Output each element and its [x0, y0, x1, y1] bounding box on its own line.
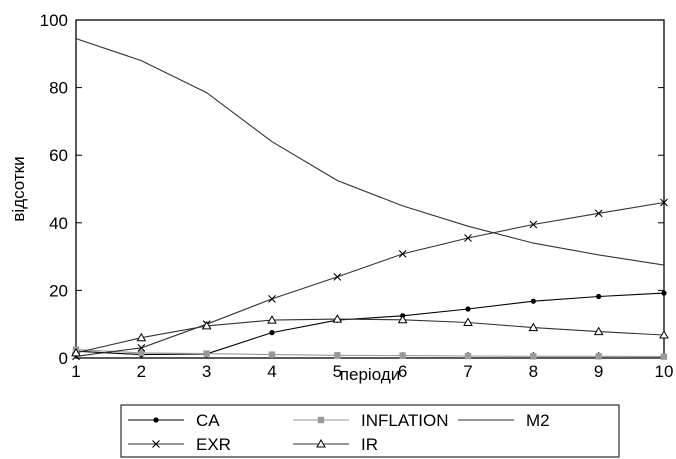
x-tick-label: 4	[267, 362, 276, 381]
data-point-inflation	[203, 350, 210, 357]
data-point-ir	[71, 347, 81, 357]
data-point-ca	[269, 330, 275, 336]
data-point-inflation	[660, 353, 668, 360]
x-tick-label: 9	[594, 362, 603, 381]
data-point-exr	[660, 198, 668, 207]
data-point-ir	[201, 320, 212, 330]
data-point-exr	[594, 209, 603, 218]
data-point-inflation	[464, 352, 472, 360]
series-lines	[75, 38, 665, 358]
y-tick-label: 20	[49, 281, 68, 300]
x-tick-label: 2	[137, 362, 146, 381]
data-point-exr	[333, 272, 342, 281]
series-line-ca	[75, 292, 665, 356]
legend-marker-ir	[316, 438, 326, 448]
y-tick-label: 40	[49, 214, 68, 233]
legend-label-m2: M2	[526, 411, 550, 430]
data-point-inflation	[595, 353, 602, 360]
data-point-ir	[659, 330, 669, 339]
y-tick-label: 100	[40, 11, 68, 30]
data-point-ir	[397, 314, 408, 324]
axis-ticks: 0 20 40 60 80 100 1 2 3 4 5 6 7 8 9 10	[40, 11, 674, 381]
data-point-ir	[528, 322, 539, 332]
series-markers	[71, 198, 669, 361]
data-point-inflation	[334, 352, 341, 359]
y-tick-label: 60	[49, 146, 68, 165]
x-tick-label: 3	[202, 362, 211, 381]
data-point-inflation	[138, 349, 145, 357]
data-point-exr	[529, 220, 538, 229]
x-tick-label: 8	[529, 362, 538, 381]
legend-marker-exr	[152, 440, 160, 448]
data-point-inflation	[268, 351, 276, 358]
series-line-inflation	[75, 349, 665, 358]
data-point-ir	[136, 332, 147, 342]
data-point-ca	[465, 306, 471, 312]
legend-label-exr: EXR	[196, 435, 231, 454]
x-tick-label: 6	[398, 362, 407, 381]
legend: CA INFLATION M2 EXR IR	[120, 404, 620, 458]
data-point-ca	[596, 293, 602, 300]
x-tick-label: 10	[655, 362, 674, 381]
data-point-exr	[464, 234, 472, 242]
x-tick-label: 1	[71, 362, 80, 381]
data-point-ir	[593, 326, 604, 336]
y-tick-label: 80	[49, 79, 68, 98]
data-point-ir	[463, 317, 473, 327]
legend-label-ca: CA	[196, 411, 220, 430]
data-point-exr	[398, 250, 407, 258]
legend-label-ir: IR	[361, 435, 378, 454]
data-point-ca	[661, 290, 667, 296]
data-point-ir	[267, 315, 277, 324]
data-point-inflation	[399, 352, 406, 359]
legend-marker-inflation	[317, 416, 325, 424]
y-axis-label: відсотки	[9, 156, 28, 221]
data-point-exr	[137, 343, 146, 352]
data-point-inflation	[530, 353, 537, 360]
x-tick-label: 7	[463, 362, 472, 381]
data-point-ca	[530, 298, 536, 304]
y-tick-label: 0	[59, 349, 68, 368]
legend-label-inflation: INFLATION	[361, 411, 449, 430]
series-line-exr	[75, 201, 665, 357]
series-line-ir	[75, 318, 665, 354]
series-line-m2	[75, 38, 665, 266]
data-point-exr	[268, 294, 276, 303]
legend-marker-ca	[153, 417, 159, 423]
x-tick-label: 5	[333, 362, 342, 381]
legend-box	[120, 404, 620, 458]
x-axis-label: періоди	[340, 365, 400, 384]
plot-frame	[75, 19, 665, 359]
data-point-ir	[332, 314, 343, 323]
